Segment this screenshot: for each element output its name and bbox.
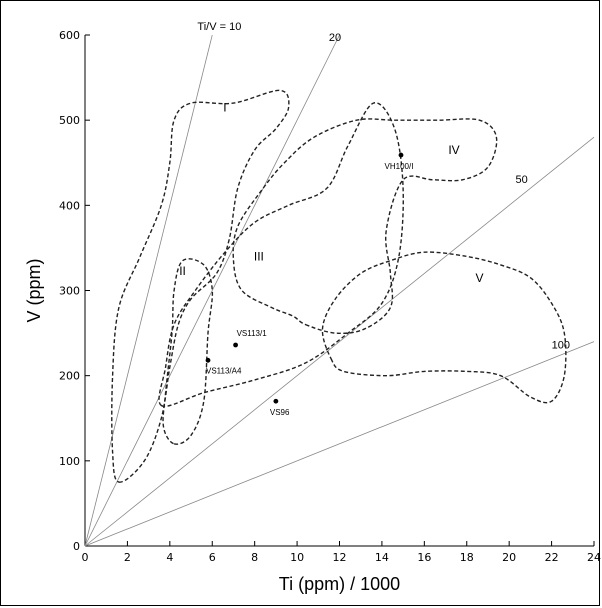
y-tick-label: 500 <box>59 114 80 127</box>
x-tick-label: 18 <box>460 551 474 564</box>
ratio-line <box>84 34 340 547</box>
y-tick-label: 300 <box>59 285 80 298</box>
field-outline <box>232 118 498 335</box>
x-ticks: 0 2 4 6 8 10 12 14 16 18 20 22 24 <box>82 541 601 564</box>
x-tick-label: 0 <box>82 551 89 564</box>
y-tick-label: 200 <box>59 370 80 383</box>
plot-area: 0 2 4 6 8 10 12 14 16 18 20 22 24 010020030040050060… <box>59 21 601 564</box>
ratio-line <box>84 34 213 547</box>
field-outline <box>321 251 567 404</box>
ratio-line <box>84 341 595 547</box>
ratio-line <box>84 136 595 547</box>
y-tick-label: 600 <box>59 29 80 42</box>
field-outline <box>158 102 404 408</box>
field-label: II <box>179 264 186 278</box>
field-label: IV <box>448 143 459 157</box>
sample-point <box>205 357 211 363</box>
x-tick-label: 14 <box>375 551 389 564</box>
sample-label: VS113/A4 <box>206 366 242 375</box>
ratio-line-label: 20 <box>329 32 341 44</box>
sample-point <box>233 342 238 348</box>
y-ticks: 0 100 200 300 400 500 600 <box>59 29 90 553</box>
x-tick-label: 6 <box>209 551 216 564</box>
y-tick-label: 0 <box>73 540 80 553</box>
sample-points: VH100/I VS113/1 VS113/A4 VS96 <box>205 152 414 417</box>
sample-label: VS96 <box>270 408 290 417</box>
x-tick-label: 22 <box>545 551 559 564</box>
sample-point <box>273 398 279 404</box>
ratio-line-label: Ti/V = 10 <box>197 21 241 33</box>
x-tick-label: 8 <box>251 551 258 564</box>
x-tick-label: 12 <box>333 551 347 564</box>
y-axis-title: V (ppm) <box>24 258 44 322</box>
sample-label: VS113/1 <box>237 329 268 338</box>
sample-point <box>398 152 404 158</box>
x-tick-label: 2 <box>124 551 131 564</box>
sample-label: VH100/I <box>385 162 414 171</box>
ratio-line-label: 100 <box>552 339 570 351</box>
y-tick-label: 100 <box>59 455 80 468</box>
field-outline <box>111 89 290 483</box>
reference-lines: Ti/V = 10 20 50 100 <box>84 21 595 547</box>
x-tick-label: 16 <box>417 551 431 564</box>
field-label: V <box>475 271 483 285</box>
y-tick-label: 400 <box>59 199 80 212</box>
x-tick-label: 10 <box>290 551 304 564</box>
field-label: III <box>254 250 264 264</box>
field-outline <box>162 258 214 445</box>
field-label: I <box>223 101 226 115</box>
x-tick-label: 20 <box>502 551 516 564</box>
x-tick-label: 24 <box>587 551 601 564</box>
x-tick-label: 4 <box>166 551 173 564</box>
ratio-line-label: 50 <box>516 174 528 186</box>
x-axis-title: Ti (ppm) / 1000 <box>279 574 400 594</box>
